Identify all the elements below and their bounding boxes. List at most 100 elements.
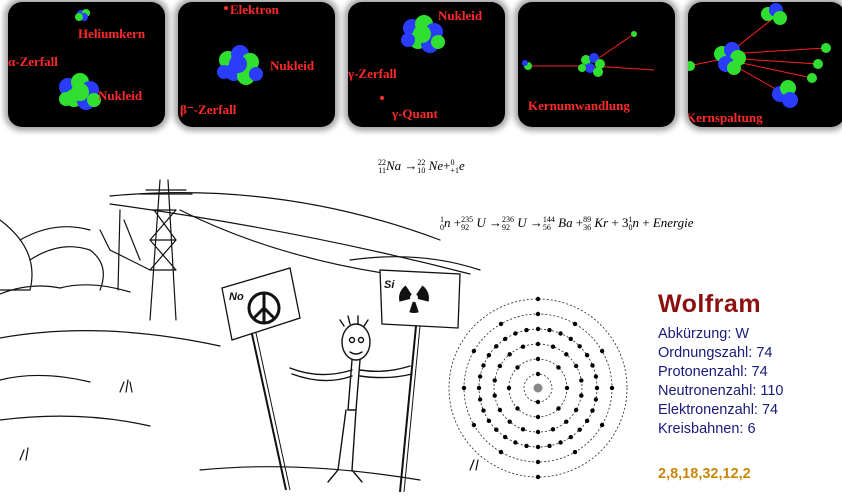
electron	[477, 397, 483, 402]
electron	[535, 341, 541, 347]
fission-equation: 1 0n +235 92 U →236 92 U →144 56 Ba +89 36 Kr…	[440, 215, 694, 233]
electron	[494, 344, 499, 349]
electron	[535, 311, 541, 317]
electron	[550, 344, 556, 349]
protons-row: Protonenzahl: 74	[658, 364, 768, 380]
electron	[579, 393, 584, 398]
electron	[593, 397, 599, 402]
left-sign-text: No	[229, 291, 244, 303]
gamma-decay-label: γ-Zerfall	[348, 66, 397, 81]
electron	[492, 378, 497, 383]
right-sign-text: Si	[384, 279, 395, 291]
electron	[520, 344, 526, 349]
electron	[524, 443, 529, 449]
electron	[572, 449, 578, 455]
transmutation-graphic	[522, 31, 655, 77]
gamma-decay-graphic	[380, 15, 445, 100]
fragment-bottom	[772, 80, 798, 108]
helium-nucleus	[75, 9, 90, 21]
gamma-decay-panel: Nukleid γ-Zerfall γ-Quant	[348, 2, 505, 127]
fission-graphic	[688, 3, 831, 108]
nuclide-label: Nukleid	[270, 58, 315, 73]
electron	[547, 443, 552, 449]
nuclide-label: Nukleid	[98, 88, 143, 103]
beta-decay-equation: 22 11Na →22 10 Ne+0 +1e	[378, 158, 465, 176]
electron	[573, 407, 579, 413]
atom-shell-diagram	[448, 296, 628, 480]
electron-dot	[224, 6, 228, 10]
electron	[550, 427, 556, 432]
electron	[573, 363, 579, 369]
electron	[599, 422, 605, 428]
electron	[498, 321, 504, 327]
fragment-top	[761, 3, 787, 25]
nuclide-cluster	[217, 45, 263, 85]
electron	[572, 321, 578, 327]
electron	[599, 348, 605, 354]
electron	[515, 406, 520, 411]
electron	[477, 374, 483, 379]
electron	[535, 399, 541, 405]
radiation-sign-board	[379, 269, 461, 493]
electron	[590, 363, 595, 368]
atomic-number-row: Ordnungszahl: 74	[658, 345, 773, 361]
electron	[535, 444, 541, 450]
nuclide-label: Nukleid	[438, 8, 483, 23]
electron	[558, 440, 563, 445]
electron-shells	[448, 296, 628, 480]
electron	[535, 429, 541, 435]
protest-sketch: No Si	[0, 179, 481, 493]
nuclide-cluster	[578, 53, 605, 77]
electron	[494, 427, 499, 432]
electron	[471, 422, 477, 428]
electron	[568, 434, 573, 440]
electron	[584, 418, 590, 423]
nuclide-cluster	[401, 15, 445, 53]
alpha-decay-panel: Heliumkern α-Zerfall Nukleid	[8, 2, 165, 127]
electron	[513, 331, 518, 336]
electron	[568, 336, 573, 342]
electron	[609, 385, 615, 391]
electron	[503, 336, 508, 342]
electron	[547, 327, 552, 333]
electron-configuration: 2,8,18,32,12,2	[658, 466, 751, 482]
element-name: Wolfram	[658, 290, 762, 318]
electron	[564, 352, 569, 357]
shells-count-row: Kreisbahnen: 6	[658, 421, 756, 437]
electrons-row: Elektronenzahl: 74	[658, 402, 779, 418]
nuclide-cluster	[59, 73, 101, 110]
electron	[556, 365, 561, 370]
electron	[535, 371, 541, 377]
electron	[520, 427, 526, 432]
electron	[590, 408, 595, 413]
stick-figure	[289, 315, 413, 483]
transmutation-label: Kernumwandlung	[528, 98, 630, 113]
electron	[558, 331, 563, 336]
alpha-decay-label: α-Zerfall	[8, 54, 58, 69]
shell-6	[448, 298, 628, 478]
electron	[481, 363, 486, 368]
electron	[471, 348, 477, 354]
gamma-quant-dot	[380, 96, 384, 100]
electron	[492, 393, 497, 398]
electron	[486, 418, 492, 423]
electron	[506, 385, 512, 391]
nuclide-cluster	[714, 42, 746, 75]
electron	[594, 385, 600, 391]
electron	[564, 419, 569, 424]
electron	[486, 353, 492, 358]
electron	[584, 353, 590, 358]
electron	[497, 363, 503, 369]
electron	[556, 406, 561, 411]
gamma-quant-label: γ-Quant	[392, 106, 438, 121]
electron	[515, 365, 520, 370]
electron-label: Elektron	[230, 2, 279, 17]
electron	[513, 440, 518, 445]
electron	[498, 449, 504, 455]
electron	[577, 427, 582, 432]
helium-nucleus-label: Heliumkern	[78, 26, 146, 41]
beta-decay-graphic	[217, 6, 263, 85]
electron	[593, 374, 599, 379]
electron	[503, 434, 508, 440]
electron	[507, 419, 512, 424]
